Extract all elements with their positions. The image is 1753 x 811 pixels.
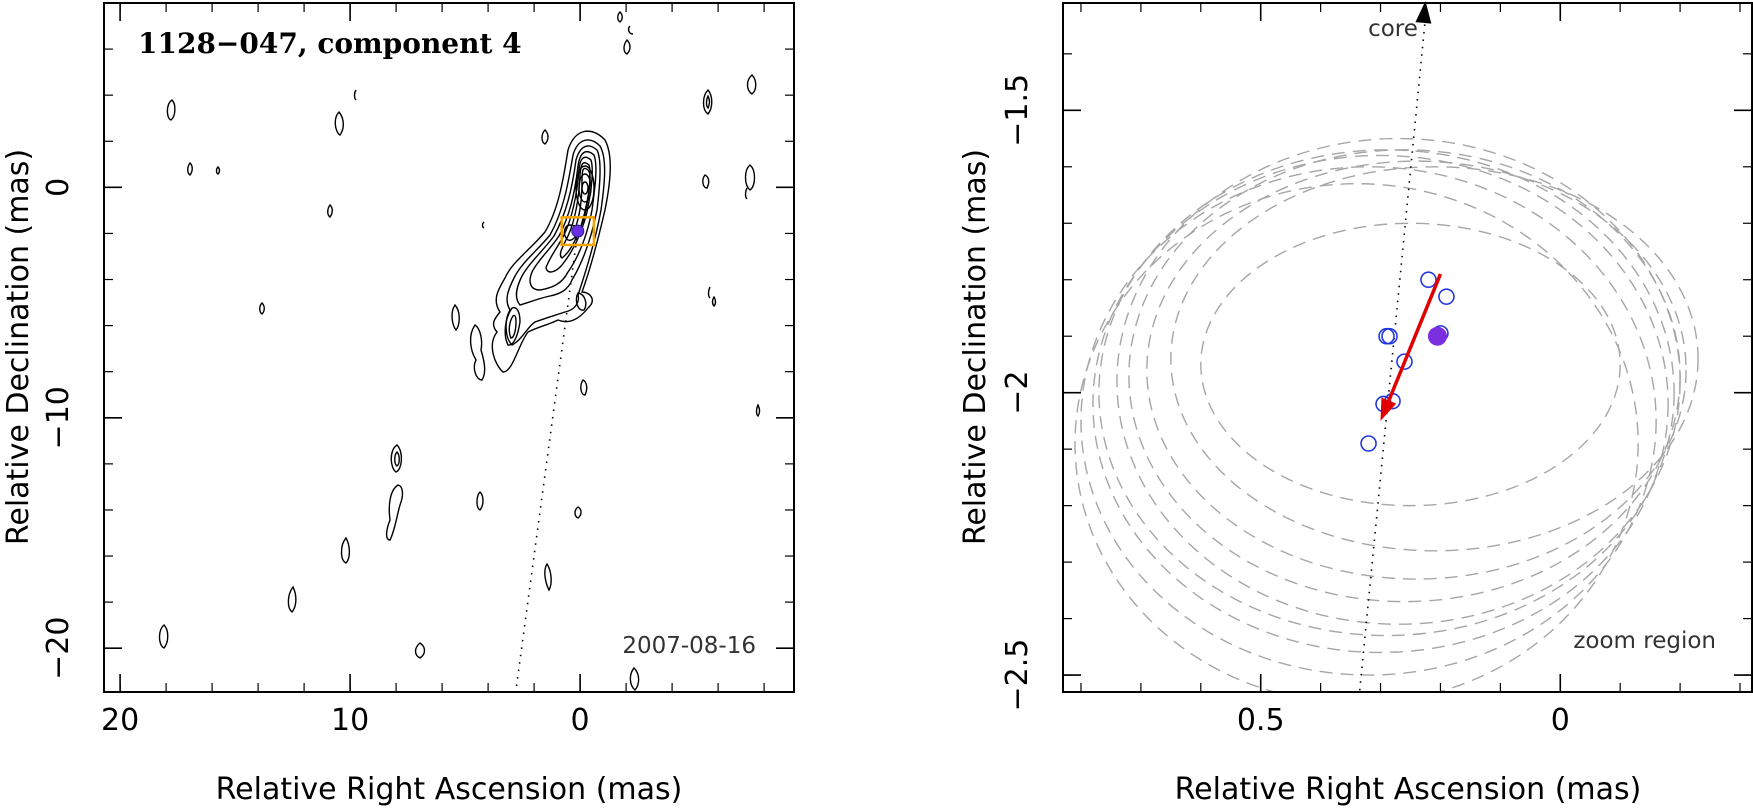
right-x-ticks: 0.5 0 — [1080, 3, 1741, 738]
right-x-tick-label: 0.5 — [1237, 703, 1285, 738]
component-marker — [571, 224, 585, 238]
contour-blob — [166, 99, 176, 121]
contour-blob — [327, 203, 333, 218]
right-y-tick-label: −1.5 — [1000, 74, 1035, 147]
contour-blob — [544, 562, 552, 592]
contour-blob — [744, 187, 748, 200]
contour-blob — [390, 444, 403, 473]
contour-blob — [702, 174, 710, 189]
contour-blob — [353, 89, 357, 101]
error-ellipse — [1080, 166, 1657, 676]
contour-blob — [215, 166, 221, 175]
contour-blob — [744, 164, 756, 191]
epoch-position — [1438, 288, 1455, 305]
epoch-label: 2007-08-16 — [622, 633, 756, 659]
left-y-tick-label: 0 — [41, 178, 76, 197]
right-y-ticks: −1.5 −2 −2.5 — [1000, 53, 1752, 712]
motion-vector-arrowhead — [1380, 397, 1397, 421]
contour-blob — [187, 161, 193, 176]
left-contour-map — [158, 11, 761, 691]
error-ellipse — [1092, 154, 1669, 654]
error-ellipse — [1098, 149, 1675, 637]
right-y-tick-label: −2.5 — [1000, 639, 1035, 712]
core-contour-2 — [578, 173, 592, 203]
error-ellipse — [1116, 137, 1681, 625]
left-x-tick-label: 0 — [571, 703, 590, 738]
spur-contour — [575, 292, 587, 311]
left-panel: 20 10 0 0 −10 −20 1128−047, component 4 2007… — [1, 2, 795, 807]
error-ellipses — [1074, 137, 1699, 692]
left-plot-frame — [103, 2, 795, 693]
contour-blob — [755, 403, 761, 418]
contour-blob — [711, 295, 717, 307]
error-ellipse — [1074, 183, 1639, 692]
contour-blob — [623, 38, 631, 55]
contour-level-2 — [505, 139, 606, 346]
epoch-position — [1420, 271, 1437, 289]
right-x-axis-label: Relative Right Ascension (mas) — [1175, 772, 1642, 807]
lower-lobe-contour-1 — [504, 306, 521, 346]
right-jet-direction-line — [1358, 16, 1427, 693]
motion-vector — [1384, 273, 1443, 409]
right-panel: 0.5 0 −1.5−2−2.5 core zoom region Relativ… — [958, 1, 1753, 807]
core-contour-1 — [575, 165, 595, 211]
lower-lobe-contour-2 — [508, 314, 517, 339]
right-x-tick-label: 0 — [1551, 703, 1570, 738]
error-ellipse — [1200, 222, 1621, 507]
contour-blob — [707, 286, 711, 299]
epoch-position — [1396, 353, 1413, 370]
core-contour-3 — [581, 181, 589, 195]
right-y-tick-label: −2 — [1000, 371, 1035, 415]
current-epoch-marker — [1427, 326, 1447, 346]
left-x-tick-label: 10 — [331, 703, 369, 738]
zoom-region-label: zoom region — [1573, 628, 1716, 654]
left-jet-direction-line — [514, 231, 579, 693]
contour-blob — [469, 324, 486, 381]
contour-blob — [394, 451, 400, 467]
contour-blob — [580, 379, 588, 396]
left-plot-title: 1128−047, component 4 — [138, 27, 522, 60]
contour-blob — [541, 129, 549, 145]
contour-blob — [340, 536, 351, 564]
error-ellipse — [1128, 149, 1681, 603]
epoch-positions — [1360, 271, 1455, 452]
contour-blob — [414, 642, 426, 659]
contour-blob — [574, 506, 582, 519]
left-x-tick-label: 20 — [101, 703, 139, 738]
core-label: core — [1368, 16, 1418, 42]
contour-level-1 — [491, 130, 611, 373]
epoch-position — [1381, 327, 1398, 345]
contour-blob — [617, 11, 623, 23]
contour-level-3 — [515, 145, 601, 306]
contour-blob — [334, 110, 344, 136]
left-y-ticks: 0 −10 −20 — [41, 48, 794, 680]
left-x-ticks: 20 10 0 — [101, 3, 765, 738]
contour-blob — [627, 25, 634, 35]
contour-blob — [746, 74, 757, 95]
contour-blob — [705, 94, 711, 110]
zoom-box — [560, 216, 596, 247]
contour-blob — [287, 585, 297, 613]
contour-blob — [476, 491, 484, 511]
core-direction-arrowhead — [1415, 1, 1432, 24]
contour-blob — [385, 484, 404, 541]
right-y-axis-label: Relative Declination (mas) — [958, 149, 993, 545]
contour-blob — [629, 666, 640, 691]
contour-blob — [158, 624, 169, 649]
error-ellipse — [1146, 160, 1687, 580]
contour-blob — [451, 303, 460, 332]
contour-blob — [702, 88, 713, 115]
contour-blob — [259, 302, 265, 315]
left-y-axis-label: Relative Declination (mas) — [1, 149, 36, 545]
left-y-tick-label: −20 — [41, 617, 76, 680]
right-plot-frame — [1062, 2, 1753, 693]
error-ellipse — [1170, 166, 1699, 552]
contour-blob — [481, 221, 485, 229]
left-y-tick-label: −10 — [41, 386, 76, 449]
left-x-axis-label: Relative Right Ascension (mas) — [216, 772, 683, 807]
epoch-position — [1360, 435, 1377, 452]
